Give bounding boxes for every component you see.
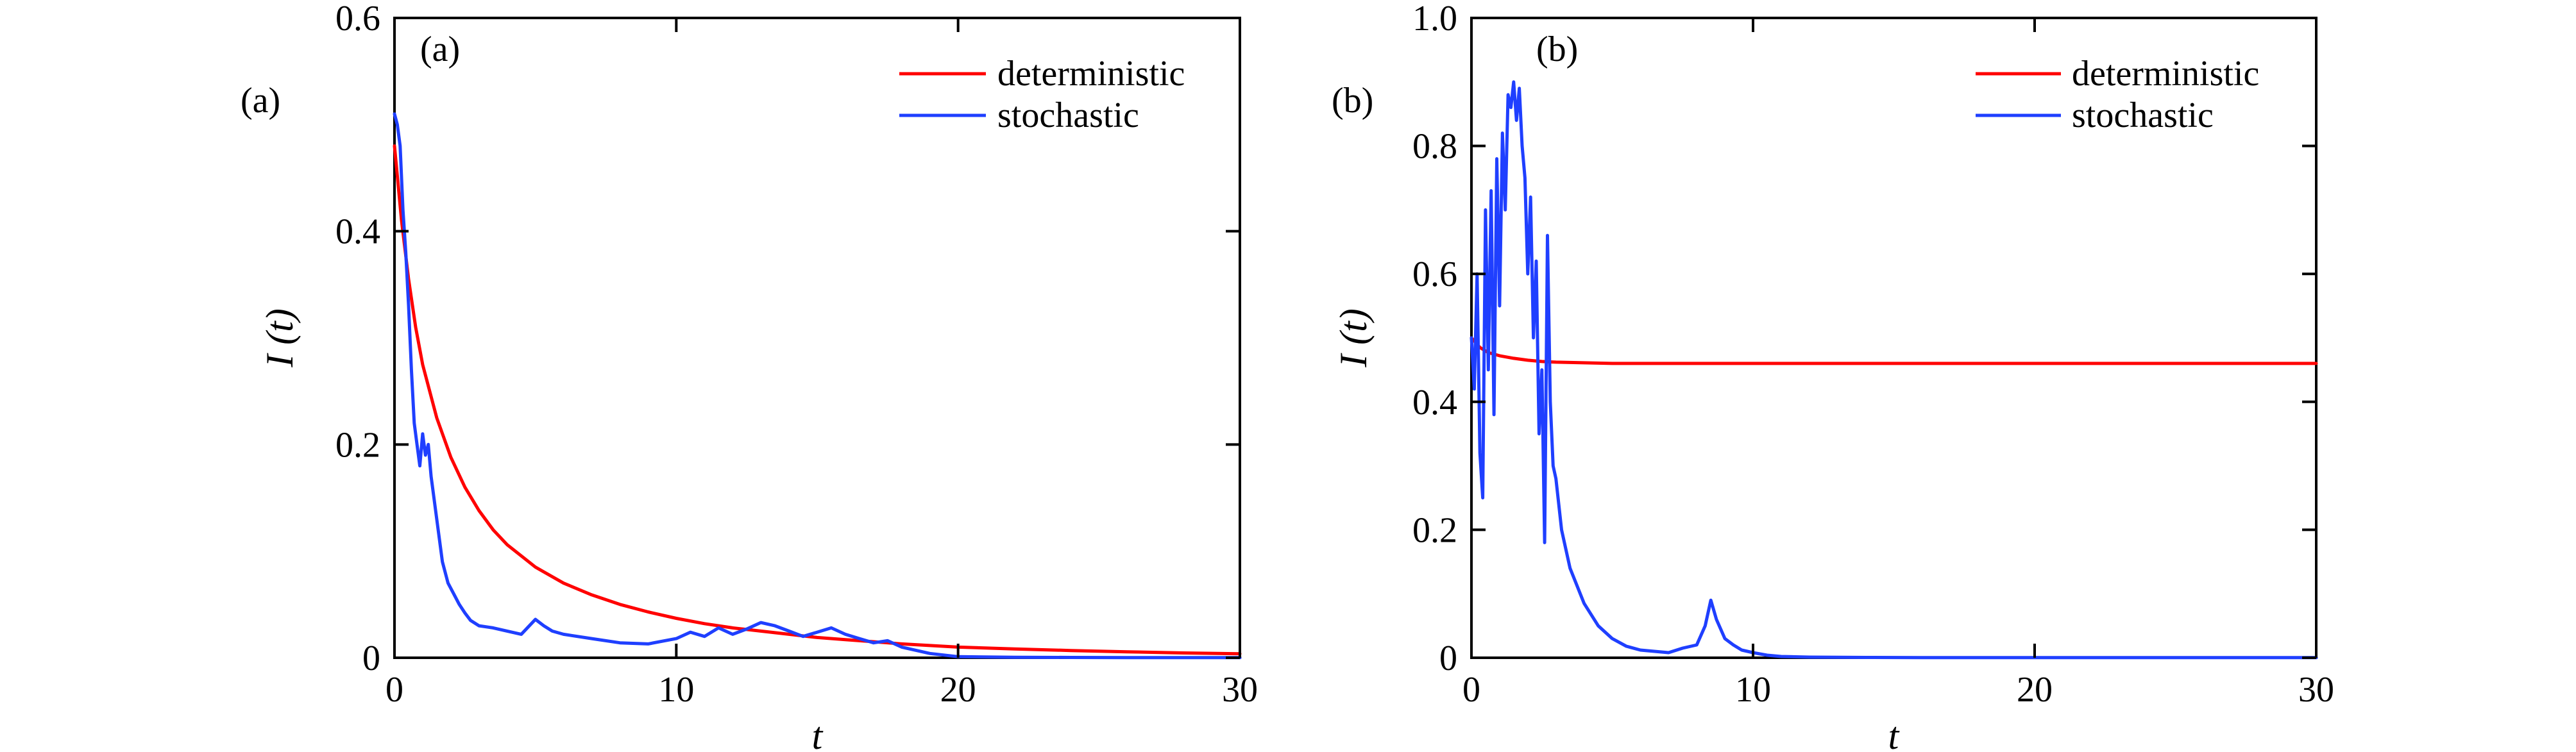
panel-b-outer-label: (b) (1332, 81, 1373, 121)
panel-b-y-tick-label: 0 (1439, 639, 1457, 678)
panel-a-y-tick-label: 0.4 (335, 212, 380, 252)
panel-a-y-tick-label: 0.6 (335, 0, 380, 38)
panel-a-x-tick-label: 20 (940, 670, 976, 710)
panel-a-outer-label: (a) (241, 81, 280, 121)
panel-b-y-tick-label: 0.2 (1412, 510, 1457, 550)
panel-b-series-deterministic (1471, 338, 2316, 363)
panel-b-series-stochastic (1471, 82, 2316, 658)
panel-b-y-tick-label: 0.8 (1412, 127, 1457, 167)
panel-b: (b) 0 10 20 30 0 0.2 0.4 0.6 0.8 1.0 (b) determin… (1332, 0, 2334, 752)
panel-a-series-deterministic (394, 146, 1240, 654)
panel-b-x-tick-label: 0 (1462, 670, 1480, 710)
panel-a-legend: deterministic stochastic (899, 54, 1185, 135)
panel-a-series-layer (394, 114, 1240, 658)
panel-a-series-stochastic (394, 114, 1240, 658)
panel-b-x-tick-label: 20 (2017, 670, 2053, 710)
panel-b-legend-label-deterministic: deterministic (2072, 54, 2259, 94)
panel-a-x-tick-label: 0 (386, 670, 403, 710)
panel-a-legend-label-deterministic: deterministic (997, 54, 1185, 94)
panel-b-x-axis-title: t (1888, 715, 1900, 752)
panel-a-inner-label: (a) (420, 29, 460, 69)
panel-a-y-tick-label: 0 (362, 639, 380, 678)
panel-a: (a) 0 10 20 30 0 0.2 0.4 0.6 (a) deterministic … (241, 0, 1258, 752)
panel-b-y-tick-label: 1.0 (1412, 0, 1457, 38)
panel-b-x-tick-label: 10 (1735, 670, 1771, 710)
panel-b-legend-label-stochastic: stochastic (2072, 96, 2214, 135)
panel-b-inner-label: (b) (1536, 29, 1578, 69)
figure: (a) 0 10 20 30 0 0.2 0.4 0.6 (a) deterministic … (0, 0, 2576, 752)
panel-a-x-tick-label: 10 (658, 670, 694, 710)
panel-a-x-axis-title: t (812, 715, 824, 752)
panel-a-x-tick-label: 30 (1222, 670, 1258, 710)
panel-a-y-axis-title: I (t) (258, 308, 301, 368)
panel-a-y-tick-label: 0.2 (335, 425, 380, 465)
panel-b-y-tick-label: 0.4 (1412, 383, 1457, 422)
panel-b-series-layer (1471, 82, 2316, 658)
panel-a-legend-label-stochastic: stochastic (997, 96, 1139, 135)
panel-b-y-axis-title: I (t) (1332, 308, 1375, 368)
panel-b-y-tick-label: 0.6 (1412, 255, 1457, 294)
panel-b-legend: deterministic stochastic (1976, 54, 2259, 135)
panel-b-x-tick-label: 30 (2298, 670, 2334, 710)
